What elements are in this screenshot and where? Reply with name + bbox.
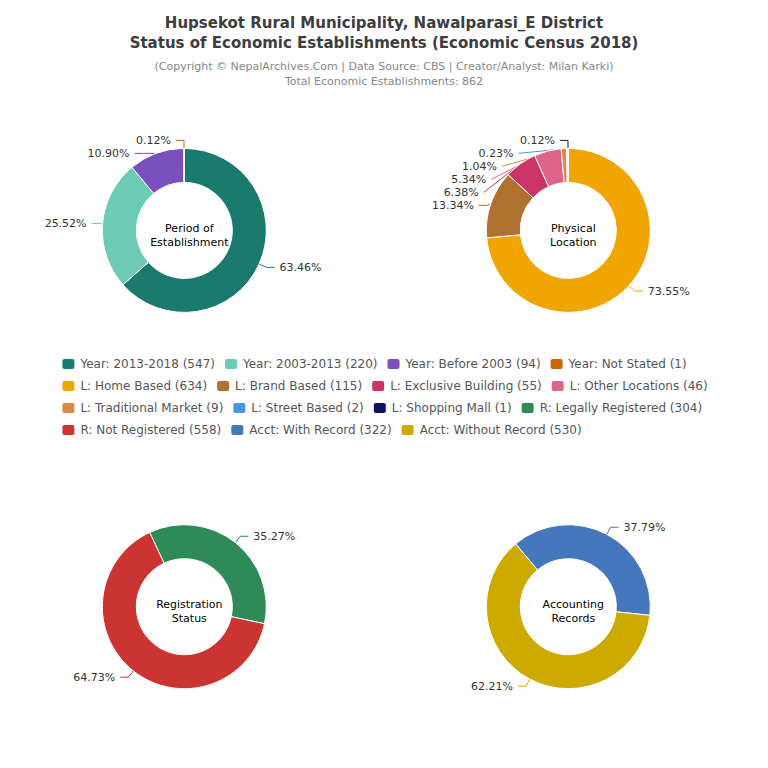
svg-text:Period of: Period of xyxy=(165,222,215,235)
svg-text:6.38%: 6.38% xyxy=(444,186,479,199)
svg-text:5.34%: 5.34% xyxy=(451,173,486,186)
svg-text:L: Brand Based (115): L: Brand Based (115) xyxy=(235,379,362,393)
svg-text:Year: Not Stated (1): Year: Not Stated (1) xyxy=(568,357,687,371)
svg-text:37.79%: 37.79% xyxy=(624,521,666,534)
svg-text:L: Street Based (2): L: Street Based (2) xyxy=(251,401,363,415)
svg-text:Hupsekot Rural Municipality, N: Hupsekot Rural Municipality, Nawalparasi… xyxy=(165,14,603,32)
svg-text:Accounting: Accounting xyxy=(543,598,604,611)
svg-text:Location: Location xyxy=(550,236,597,249)
svg-text:R: Not Registered (558): R: Not Registered (558) xyxy=(80,423,221,437)
svg-text:Year: 2003-2013 (220): Year: 2003-2013 (220) xyxy=(242,357,378,371)
svg-text:1.04%: 1.04% xyxy=(462,160,497,173)
svg-text:64.73%: 64.73% xyxy=(73,671,115,684)
svg-text:62.21%: 62.21% xyxy=(471,680,513,693)
svg-text:Acct: Without Record (530): Acct: Without Record (530) xyxy=(420,423,582,437)
svg-text:Establishment: Establishment xyxy=(150,236,229,249)
svg-text:(Copyright © NepalArchives.Com: (Copyright © NepalArchives.Com | Data So… xyxy=(154,60,613,73)
svg-text:13.34%: 13.34% xyxy=(432,199,474,212)
svg-text:L: Exclusive Building (55): L: Exclusive Building (55) xyxy=(390,379,542,393)
svg-text:Records: Records xyxy=(551,612,595,625)
svg-text:Status: Status xyxy=(172,612,207,625)
svg-text:Status of Economic Establishme: Status of Economic Establishments (Econo… xyxy=(130,34,639,52)
svg-text:0.23%: 0.23% xyxy=(479,147,514,160)
svg-text:Acct: With Record (322): Acct: With Record (322) xyxy=(249,423,391,437)
svg-text:0.12%: 0.12% xyxy=(520,134,555,147)
svg-text:25.52%: 25.52% xyxy=(45,217,87,230)
svg-text:Total Economic Establishments:: Total Economic Establishments: 862 xyxy=(284,75,483,88)
svg-text:L: Home Based (634): L: Home Based (634) xyxy=(80,379,207,393)
svg-text:L: Other Locations (46): L: Other Locations (46) xyxy=(570,379,708,393)
svg-text:35.27%: 35.27% xyxy=(253,530,295,543)
svg-text:0.12%: 0.12% xyxy=(136,134,171,147)
svg-text:Registration: Registration xyxy=(156,598,222,611)
svg-text:R: Legally Registered (304): R: Legally Registered (304) xyxy=(540,401,702,415)
svg-text:Year: Before 2003 (94): Year: Before 2003 (94) xyxy=(404,357,540,371)
svg-text:Physical: Physical xyxy=(551,222,596,235)
svg-text:10.90%: 10.90% xyxy=(88,147,130,160)
svg-text:63.46%: 63.46% xyxy=(279,261,321,274)
svg-text:L: Traditional Market (9): L: Traditional Market (9) xyxy=(80,401,223,415)
svg-text:73.55%: 73.55% xyxy=(648,285,690,298)
svg-text:L: Shopping Mall (1): L: Shopping Mall (1) xyxy=(392,401,512,415)
svg-text:Year: 2013-2018 (547): Year: 2013-2018 (547) xyxy=(79,357,215,371)
